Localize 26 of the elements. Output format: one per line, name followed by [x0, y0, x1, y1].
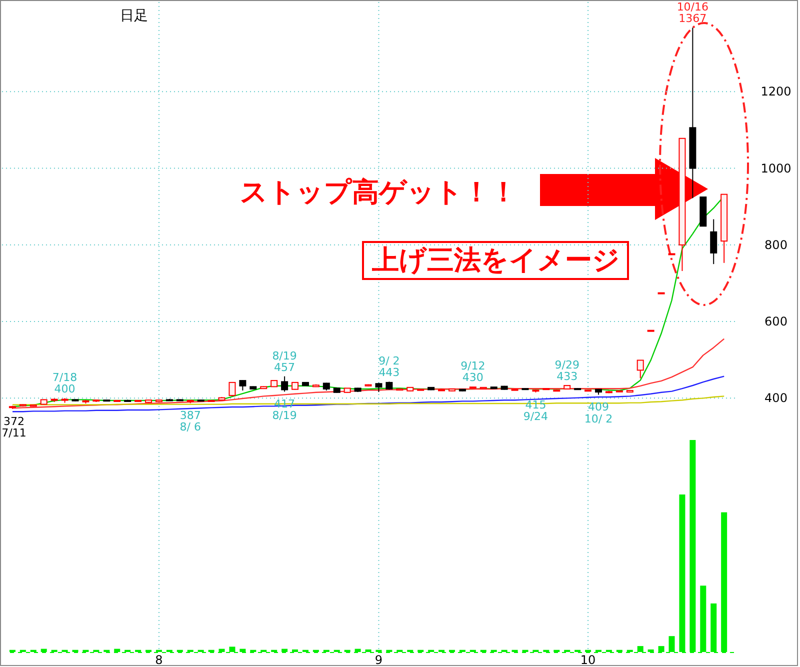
annotation: 9/12 430	[460, 360, 486, 384]
annotation: 上げ三法をイメージ	[371, 245, 620, 276]
annotation: 9/ 2 443	[378, 354, 400, 380]
annotation: 387 8/ 6	[180, 409, 201, 434]
candlestick	[710, 218, 718, 265]
annotation: ストップ高ゲット！！	[240, 177, 517, 208]
y-tick-label: 1000	[760, 161, 792, 176]
candlestick	[281, 376, 288, 392]
x-tick-label: 8	[155, 653, 163, 667]
y-tick-label: 1200	[760, 84, 792, 99]
candlestick	[636, 360, 644, 379]
x-tick-label: 10	[580, 653, 596, 667]
annotation: 372 7/11	[2, 414, 26, 440]
chart-title: 日足	[120, 8, 148, 24]
annotation: 7/18 400	[52, 371, 78, 396]
y-tick-label: 600	[764, 314, 788, 329]
line-series	[12, 338, 725, 409]
y-tick-label: 400	[764, 391, 788, 406]
candlestick	[228, 382, 236, 397]
annotation: 9/29 433	[554, 358, 580, 384]
y-tick-label: 800	[764, 238, 788, 252]
x-tick-label: 9	[374, 653, 383, 667]
candlestick	[239, 380, 246, 391]
annotation: 409 10/ 2	[584, 400, 613, 426]
annotation: 10/16 1367	[676, 0, 709, 26]
annotation: 8/19 457	[272, 349, 297, 374]
